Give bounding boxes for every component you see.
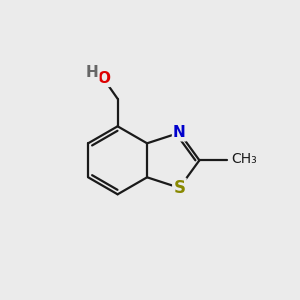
Text: N: N	[173, 125, 186, 140]
Text: S: S	[173, 179, 185, 197]
Text: H: H	[86, 65, 99, 80]
Text: O: O	[97, 71, 110, 86]
Text: CH₃: CH₃	[231, 152, 257, 166]
